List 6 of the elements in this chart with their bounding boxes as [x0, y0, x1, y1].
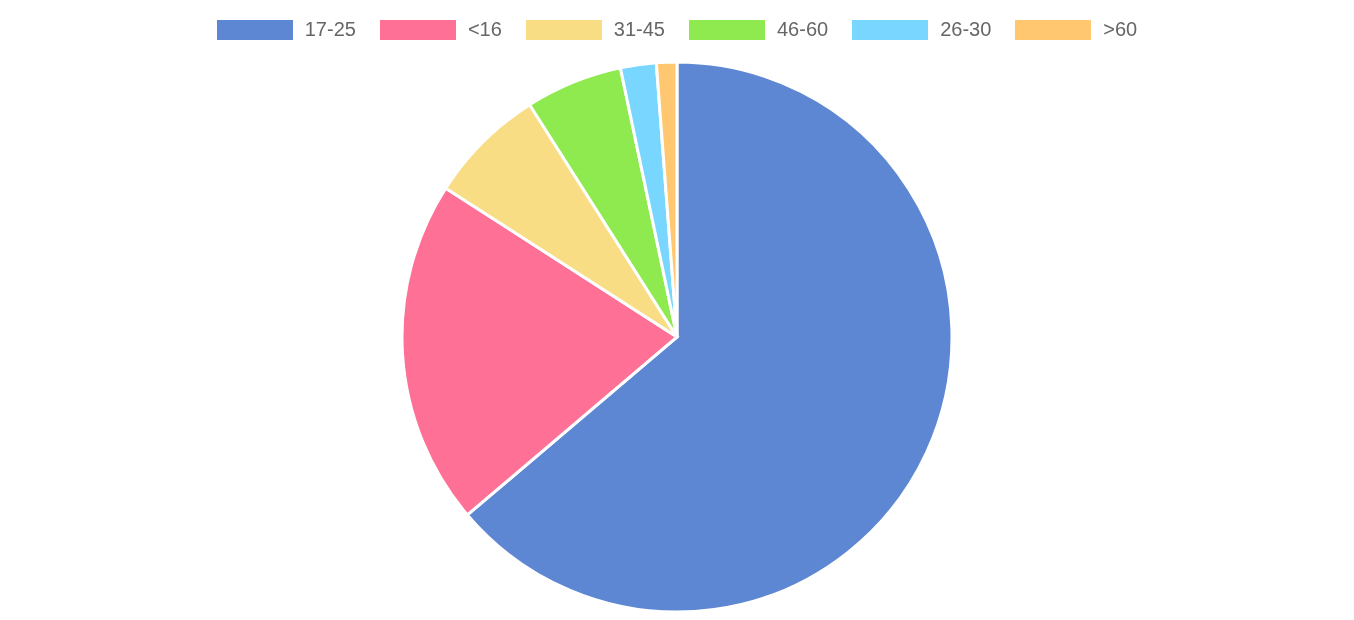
legend-label: 46-60	[777, 18, 829, 41]
legend-label: <16	[467, 18, 502, 41]
legend-label: 26-30	[940, 18, 992, 41]
legend-label: >60	[1103, 18, 1138, 41]
legend-label: 17-25	[304, 18, 356, 41]
legend-label: 31-45	[613, 18, 665, 41]
